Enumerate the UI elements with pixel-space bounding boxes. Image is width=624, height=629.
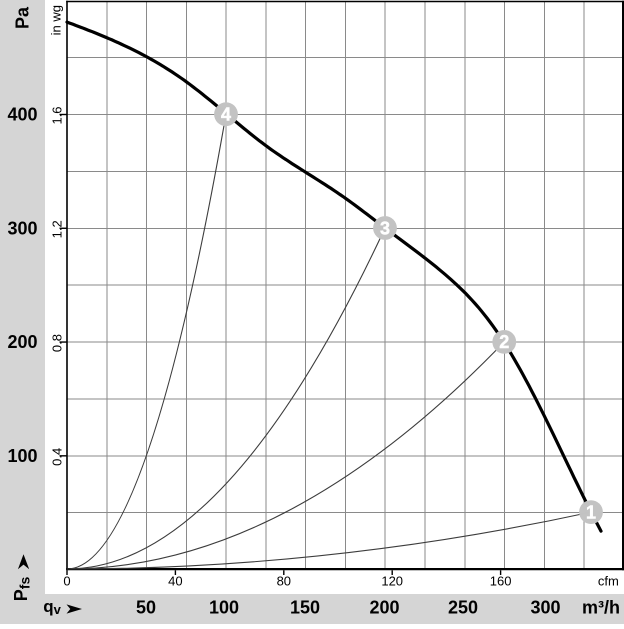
svg-text:0.8: 0.8 — [49, 334, 64, 352]
svg-text:100: 100 — [7, 446, 37, 466]
svg-text:100: 100 — [209, 598, 239, 618]
svg-text:Pa: Pa — [12, 6, 32, 29]
svg-text:250: 250 — [448, 598, 478, 618]
svg-text:160: 160 — [490, 573, 512, 588]
svg-text:50: 50 — [136, 598, 156, 618]
svg-text:0: 0 — [63, 573, 70, 588]
svg-text:0.4: 0.4 — [49, 448, 64, 466]
svg-text:in wg: in wg — [48, 5, 63, 35]
svg-text:1: 1 — [586, 502, 596, 522]
svg-text:Pfs: Pfs — [11, 577, 33, 602]
svg-text:2: 2 — [499, 332, 509, 352]
svg-text:cfm: cfm — [598, 573, 619, 588]
svg-text:200: 200 — [369, 598, 399, 618]
svg-text:1.6: 1.6 — [49, 106, 64, 124]
svg-text:1.2: 1.2 — [49, 220, 64, 238]
svg-text:150: 150 — [290, 598, 320, 618]
svg-text:m³/h: m³/h — [582, 598, 620, 618]
svg-text:120: 120 — [381, 573, 403, 588]
svg-text:3: 3 — [380, 218, 390, 238]
svg-text:4: 4 — [221, 105, 231, 125]
svg-text:80: 80 — [277, 573, 291, 588]
svg-text:200: 200 — [7, 332, 37, 352]
svg-text:40: 40 — [168, 573, 182, 588]
svg-text:400: 400 — [7, 105, 37, 125]
svg-text:300: 300 — [7, 218, 37, 238]
svg-text:qv: qv — [43, 597, 61, 617]
svg-text:300: 300 — [530, 598, 560, 618]
